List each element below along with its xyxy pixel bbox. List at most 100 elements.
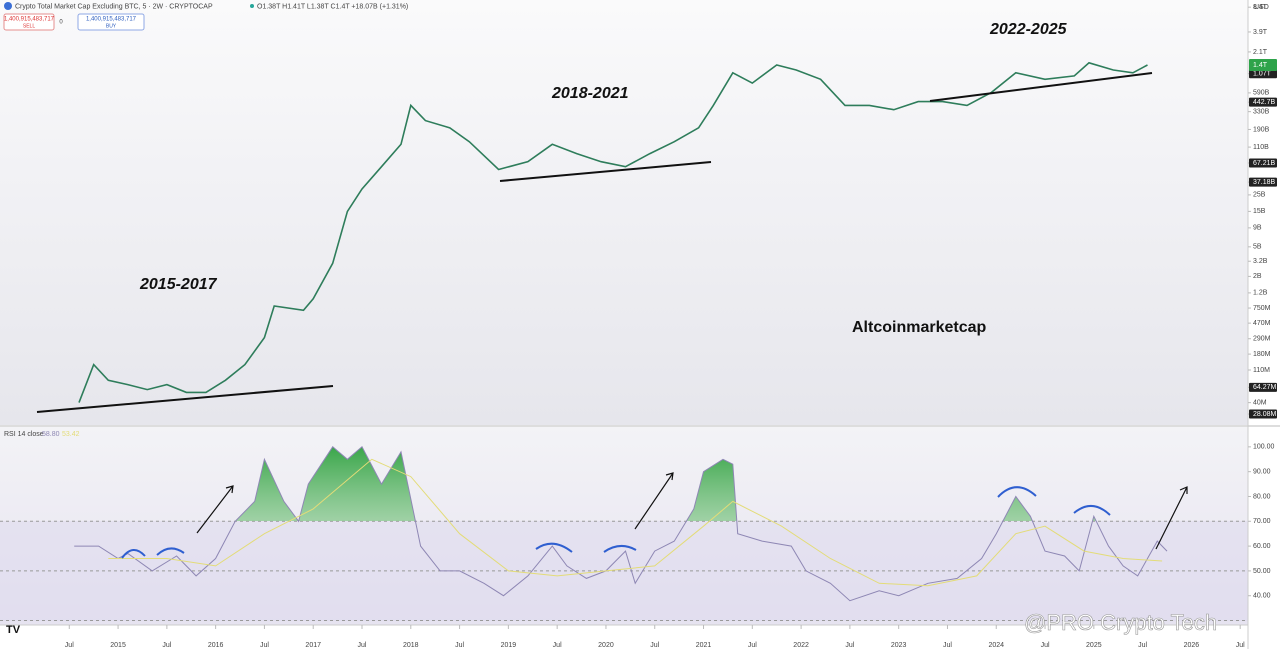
y-tick-label: 8.4T <box>1253 4 1268 11</box>
trendline <box>929 72 1153 102</box>
x-tick-label: Jul <box>650 642 659 649</box>
buy-price: 1,400,915,483,717 <box>86 17 137 23</box>
y-tick-label: 50.00 <box>1253 568 1271 575</box>
x-tick-label: 2018 <box>403 642 419 649</box>
x-tick-label: 2024 <box>988 642 1004 649</box>
x-tick-label: Jul <box>748 642 757 649</box>
y-tick-label: 330B <box>1253 108 1270 115</box>
y-tick-label: 64.27M <box>1253 384 1277 391</box>
buy-label: BUY <box>106 23 117 29</box>
rsi-value: 58.80 <box>42 431 60 438</box>
y-tick-box <box>1249 97 1277 107</box>
y-tick-label: 80.00 <box>1253 493 1271 500</box>
arc <box>156 547 185 556</box>
y-tick-label: 3.2B <box>1253 258 1268 265</box>
y-tick-label: 750M <box>1253 305 1271 312</box>
y-tick-box <box>1249 177 1277 187</box>
y-tick-label: 90.00 <box>1253 469 1271 476</box>
sell-price: 1,400,915,483,717 <box>4 17 55 23</box>
rsi-pane <box>0 427 1248 625</box>
y-tick-label: 2B <box>1253 273 1262 280</box>
y-tick-label: 15B <box>1253 208 1266 215</box>
y-tick-label: 1.2B <box>1253 290 1268 297</box>
x-tick-label: 2015 <box>110 642 126 649</box>
y-tick-label: 290M <box>1253 336 1271 343</box>
y-tick-label: 40M <box>1253 399 1267 406</box>
y-tick-label: 110B <box>1253 144 1269 151</box>
x-tick-label: 2026 <box>1184 642 1200 649</box>
y-tick-label: 100.00 <box>1253 444 1275 451</box>
y-tick-label: 3.9T <box>1253 29 1268 36</box>
y-tick-label: 28.08M <box>1253 411 1277 418</box>
x-tick-label: 2019 <box>501 642 517 649</box>
last-price: 1.4T <box>1253 62 1268 69</box>
price-line <box>78 61 1148 403</box>
y-tick-label: 5B <box>1253 244 1262 251</box>
arc <box>603 545 637 553</box>
ohlc: O1.38T H1.41T L1.38T C1.4T +18.07B (+1.3… <box>257 3 408 10</box>
y-tick-box <box>1249 69 1277 79</box>
arrow <box>634 472 674 530</box>
y-tick-label: 590B <box>1253 90 1270 97</box>
x-tick-label: Jul <box>943 642 952 649</box>
y-tick-box <box>1249 409 1277 419</box>
rsi-line <box>74 446 1168 602</box>
x-tick-label: 2023 <box>891 642 907 649</box>
y-tick-label: 67.21B <box>1253 160 1276 167</box>
arc <box>1073 505 1111 516</box>
arrow <box>196 485 234 534</box>
symbol: Crypto Total Market Cap Excluding BTC, 5… <box>15 3 213 10</box>
arc <box>121 549 146 559</box>
buy-button[interactable] <box>77 13 145 31</box>
x-tick-label: 2020 <box>598 642 614 649</box>
annotation: Altcoinmarketcap <box>852 319 986 336</box>
arc <box>997 486 1037 498</box>
x-tick-label: Jul <box>358 642 367 649</box>
rsi-ma-value: 53.42 <box>62 431 80 438</box>
y-tick-label: 25B <box>1253 192 1266 199</box>
y-tick-box <box>1249 158 1277 168</box>
symbol-icon <box>4 2 12 10</box>
x-tick-label: Jul <box>1138 642 1147 649</box>
trendlines <box>36 72 1153 413</box>
y-tick-label: 40.00 <box>1253 593 1271 600</box>
x-tick-label: Jul <box>260 642 269 649</box>
x-tick-label: Jul <box>845 642 854 649</box>
y-tick-box <box>1249 382 1277 392</box>
rsi-line <box>108 458 1163 587</box>
x-tick-label: Jul <box>1041 642 1050 649</box>
trendline <box>36 385 334 413</box>
y-tick-label: 2.1T <box>1253 49 1268 56</box>
x-tick-label: Jul <box>455 642 464 649</box>
x-tick-label: 2021 <box>696 642 712 649</box>
y-tick-label: 442.7B <box>1253 99 1276 106</box>
price-pane <box>0 0 1248 425</box>
arrow <box>1155 486 1188 550</box>
arrows <box>196 472 1188 550</box>
annotation: 2015-2017 <box>139 276 218 293</box>
y-tick-label: 110M <box>1253 367 1270 374</box>
y-tick-label: 37.18B <box>1253 179 1276 186</box>
trendline <box>499 161 712 182</box>
y-tick-label: 470M <box>1253 320 1271 327</box>
spread: 0 <box>59 20 63 26</box>
rsi-title: RSI 14 close <box>4 431 44 438</box>
arcs <box>121 486 1111 559</box>
annotation: 2018-2021 <box>551 85 629 102</box>
y-tick-label: 60.00 <box>1253 543 1271 550</box>
watermark: @PRO Crypto Tech <box>1024 610 1217 635</box>
arc <box>535 542 573 553</box>
x-tick-label: Jul <box>162 642 171 649</box>
sell-label: SELL <box>23 23 35 29</box>
y-tick-label: 180M <box>1253 351 1271 358</box>
y-tick-label: 1.07T <box>1253 71 1272 78</box>
x-tick-label: 2025 <box>1086 642 1102 649</box>
x-tick-label: Jul <box>553 642 562 649</box>
tv-logo: TV <box>6 624 21 636</box>
sell-button[interactable] <box>3 13 55 31</box>
x-tick-label: 2016 <box>208 642 224 649</box>
y-tick-label: 9B <box>1253 225 1262 232</box>
currency: USD <box>1254 4 1269 11</box>
